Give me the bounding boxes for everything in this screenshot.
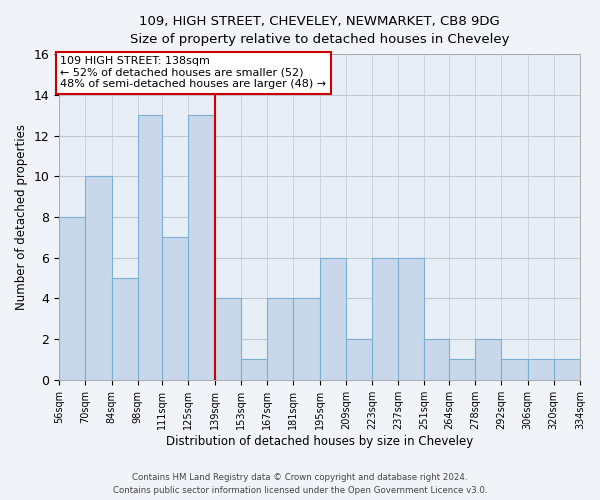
Bar xyxy=(267,298,293,380)
Bar xyxy=(449,360,475,380)
Bar xyxy=(138,115,162,380)
Bar xyxy=(162,238,188,380)
Title: 109, HIGH STREET, CHEVELEY, NEWMARKET, CB8 9DG
Size of property relative to deta: 109, HIGH STREET, CHEVELEY, NEWMARKET, C… xyxy=(130,15,509,46)
Bar xyxy=(85,176,112,380)
Bar xyxy=(346,339,372,380)
Bar xyxy=(398,258,424,380)
X-axis label: Distribution of detached houses by size in Cheveley: Distribution of detached houses by size … xyxy=(166,434,473,448)
Bar xyxy=(320,258,346,380)
Bar xyxy=(502,360,527,380)
Bar xyxy=(293,298,320,380)
Bar xyxy=(112,278,138,380)
Bar xyxy=(424,339,449,380)
Bar xyxy=(475,339,502,380)
Y-axis label: Number of detached properties: Number of detached properties xyxy=(15,124,28,310)
Bar xyxy=(372,258,398,380)
Bar xyxy=(241,360,267,380)
Text: Contains HM Land Registry data © Crown copyright and database right 2024.
Contai: Contains HM Land Registry data © Crown c… xyxy=(113,474,487,495)
Bar xyxy=(188,115,215,380)
Bar xyxy=(215,298,241,380)
Bar xyxy=(554,360,580,380)
Bar xyxy=(527,360,554,380)
Text: 109 HIGH STREET: 138sqm
← 52% of detached houses are smaller (52)
48% of semi-de: 109 HIGH STREET: 138sqm ← 52% of detache… xyxy=(60,56,326,90)
Bar xyxy=(59,217,85,380)
